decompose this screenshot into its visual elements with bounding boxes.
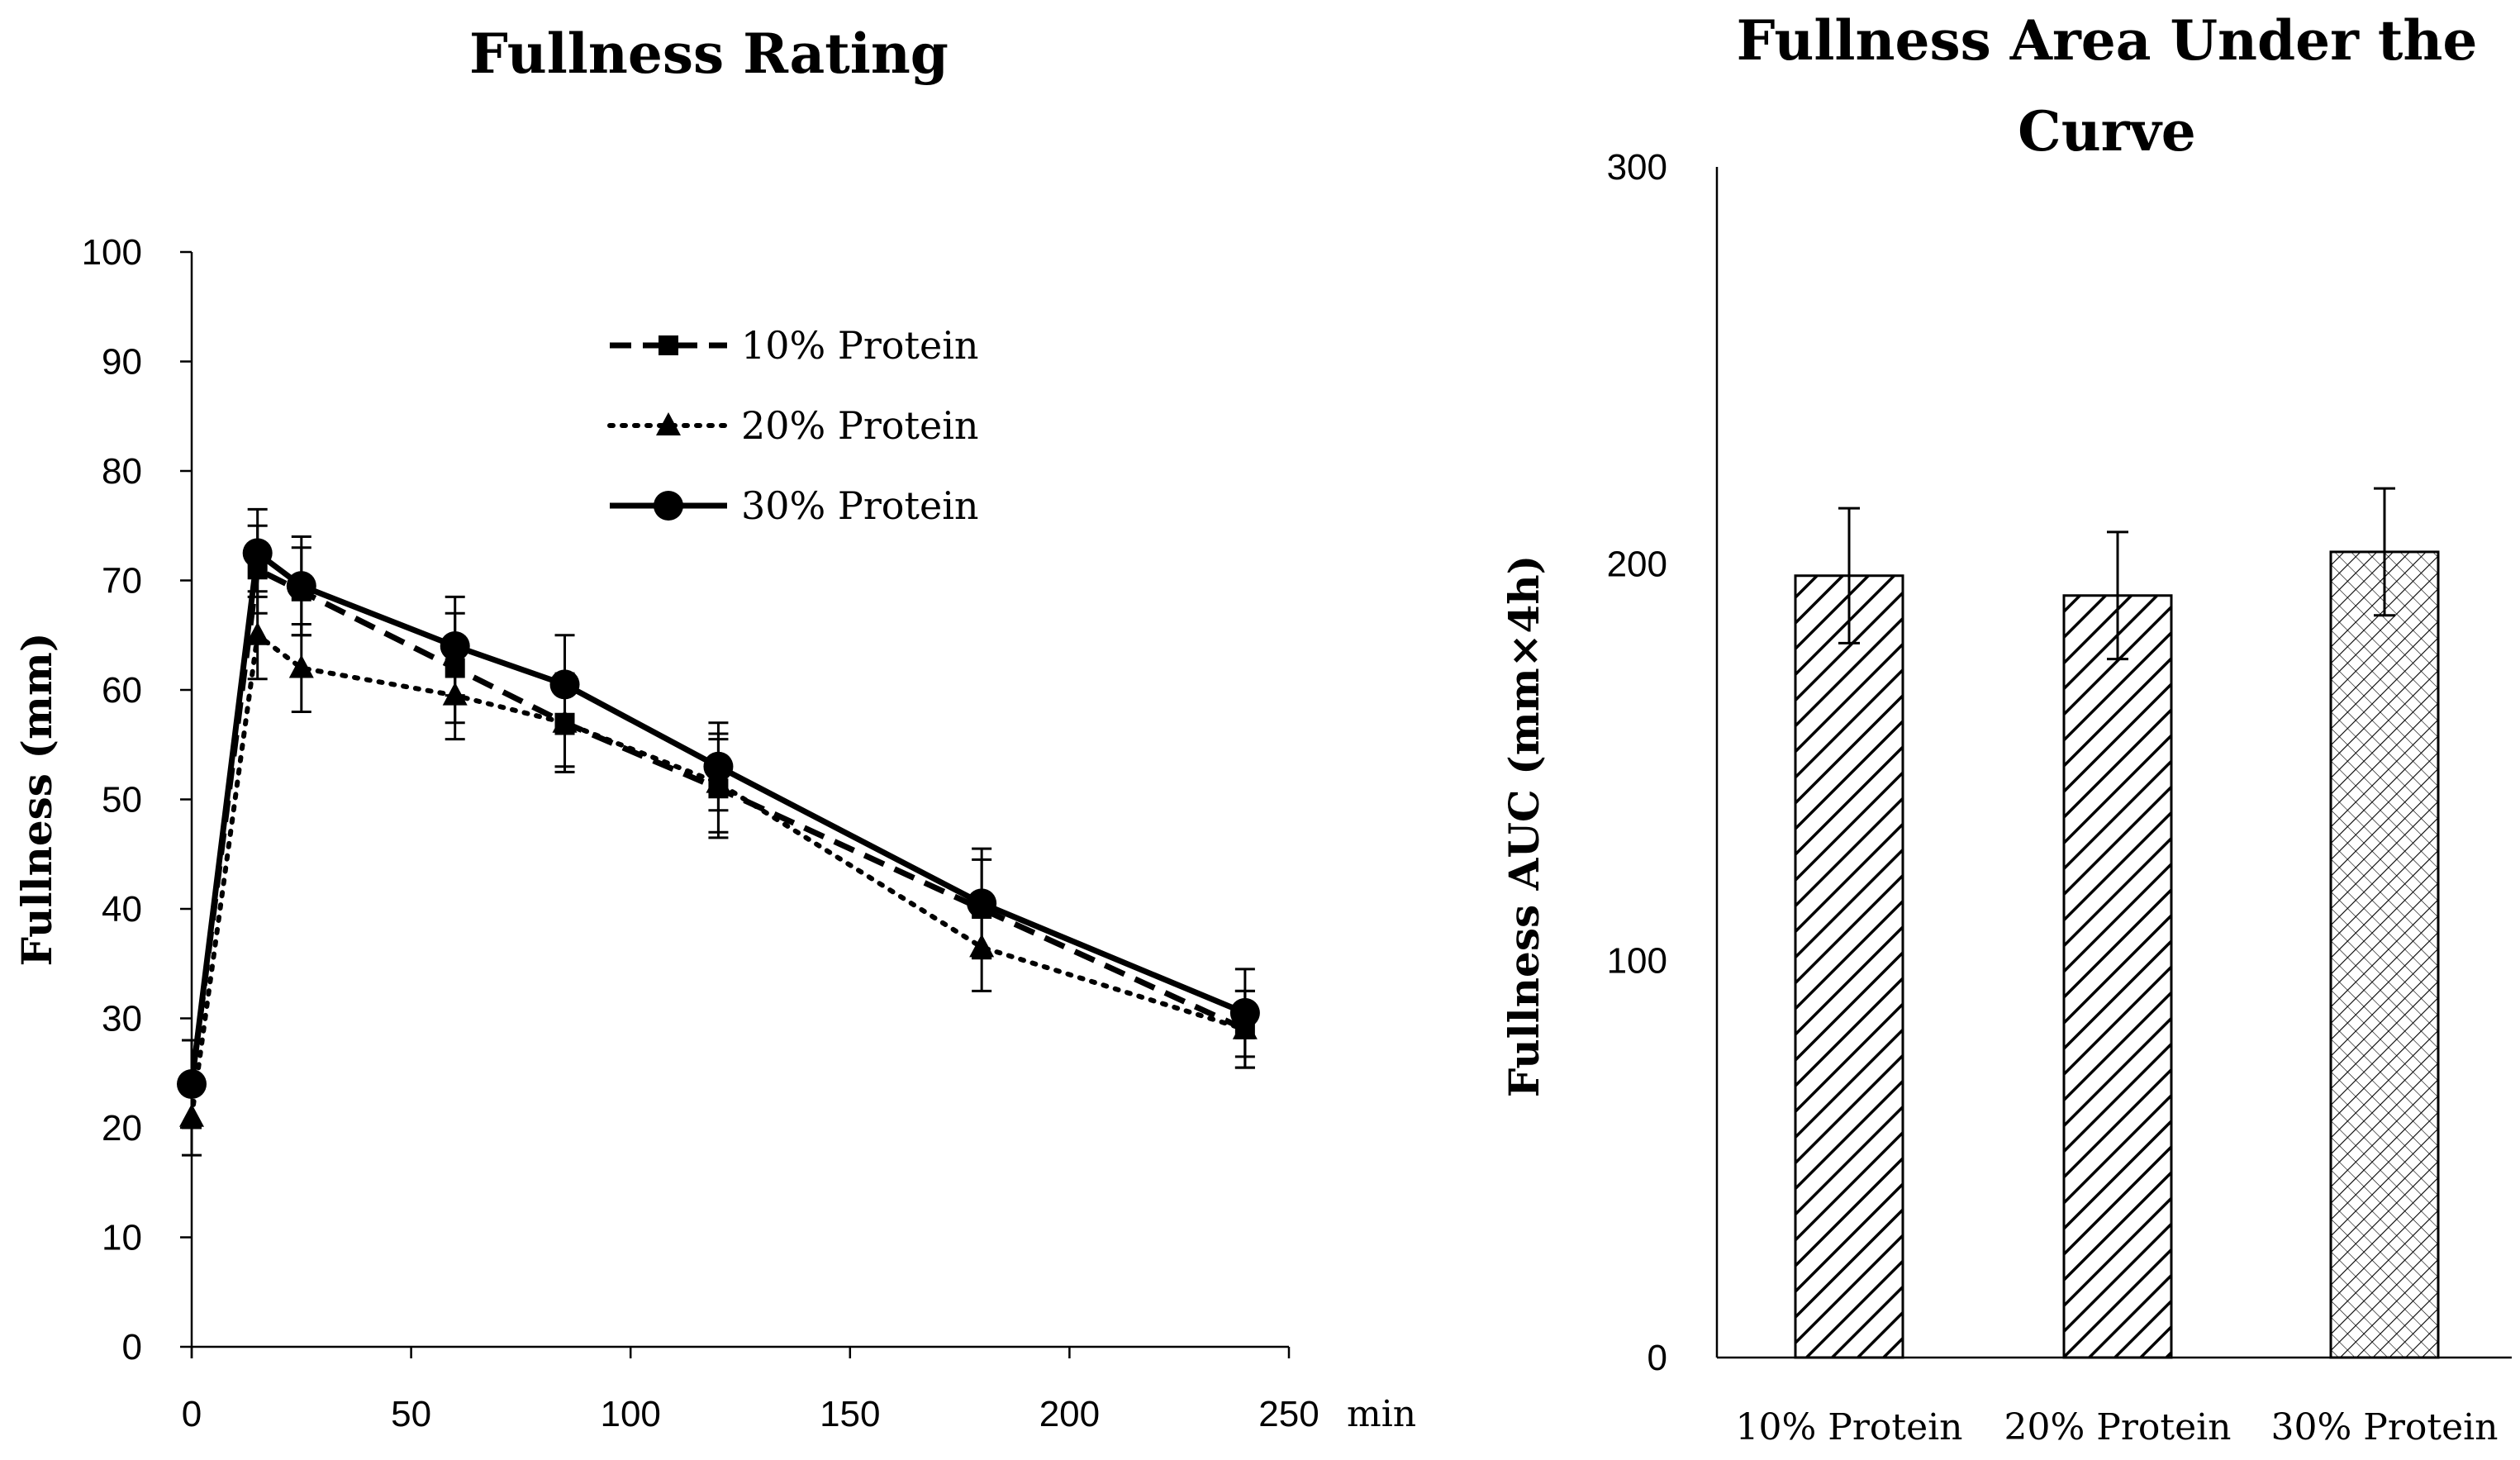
data-point-circle [703,751,734,782]
line-y-axis-label: Fullness (mm) [12,633,61,967]
line-y-tick-label: 30 [102,999,142,1039]
line-x-axis-label: min [1347,1393,1416,1435]
bar-10-protein [1794,574,1904,1359]
series-20-protein-group [179,590,1258,1157]
bar-30-protein [2329,550,2440,1359]
line-x-tick-label: 250 [1258,1394,1319,1434]
bar-y-tick-label: 200 [1607,544,1667,584]
line-x-tick-label: 0 [182,1394,202,1434]
line-y-tick-label: 20 [102,1108,142,1149]
bar-chart-title-line-2: Curve [2018,99,2196,164]
data-point-circle [286,571,316,602]
bar-category-label: 10% Protein [1735,1406,1962,1448]
line-y-tick-label: 40 [102,889,142,930]
data-point-circle [1229,997,1260,1028]
line-y-tick-label: 60 [102,670,142,711]
bar-y-tick-label: 100 [1607,941,1667,982]
series-line-20-protein [189,632,1248,1120]
bar-category-label: 20% Protein [2004,1406,2231,1448]
bar-chart-title-line-1: Fullness Area Under the [1737,8,2478,73]
data-point-circle [177,1069,207,1099]
data-point-circle [242,538,273,568]
line-x-tick-label: 150 [820,1394,880,1434]
legend-label-30-protein: 30% Protein [741,483,979,528]
legend-marker-circle [654,491,683,521]
legend-marker-triangle [656,412,681,435]
bar-y-tick-label: 300 [1607,147,1667,188]
bar-y-axis-label: Fullness AUC (mm×4h) [1500,555,1548,1098]
line-y-tick-label: 90 [102,342,142,383]
line-x-tick-label: 200 [1039,1394,1100,1434]
line-x-tick-label: 100 [600,1394,660,1434]
line-y-tick-label: 0 [122,1327,142,1367]
line-y-tick-label: 80 [102,451,142,492]
line-y-tick-label: 100 [82,232,142,273]
series-30-protein-group [177,507,1260,1129]
bar-y-tick-label: 0 [1648,1338,1667,1378]
series-line-10-protein [188,566,1247,1085]
data-point-circle [967,888,997,919]
data-point-circle [440,631,470,661]
legend-label-10-protein: 10% Protein [741,323,979,368]
legend-marker-square [659,335,678,355]
data-point-triangle [245,621,270,645]
bar-category-label: 30% Protein [2270,1406,2498,1448]
line-x-tick-label: 50 [391,1394,431,1434]
line-y-tick-label: 50 [102,780,142,820]
bar-20-protein [2062,594,2173,1359]
data-point-triangle [288,654,314,678]
line-y-tick-label: 70 [102,561,142,602]
data-point-circle [549,669,580,700]
line-legend: 10% Protein 20% Protein 30% Protein [607,323,979,528]
line-y-tick-label: 10 [102,1218,142,1258]
line-chart-title: Fullness Rating [469,21,949,86]
legend-label-20-protein: 20% Protein [741,403,979,448]
